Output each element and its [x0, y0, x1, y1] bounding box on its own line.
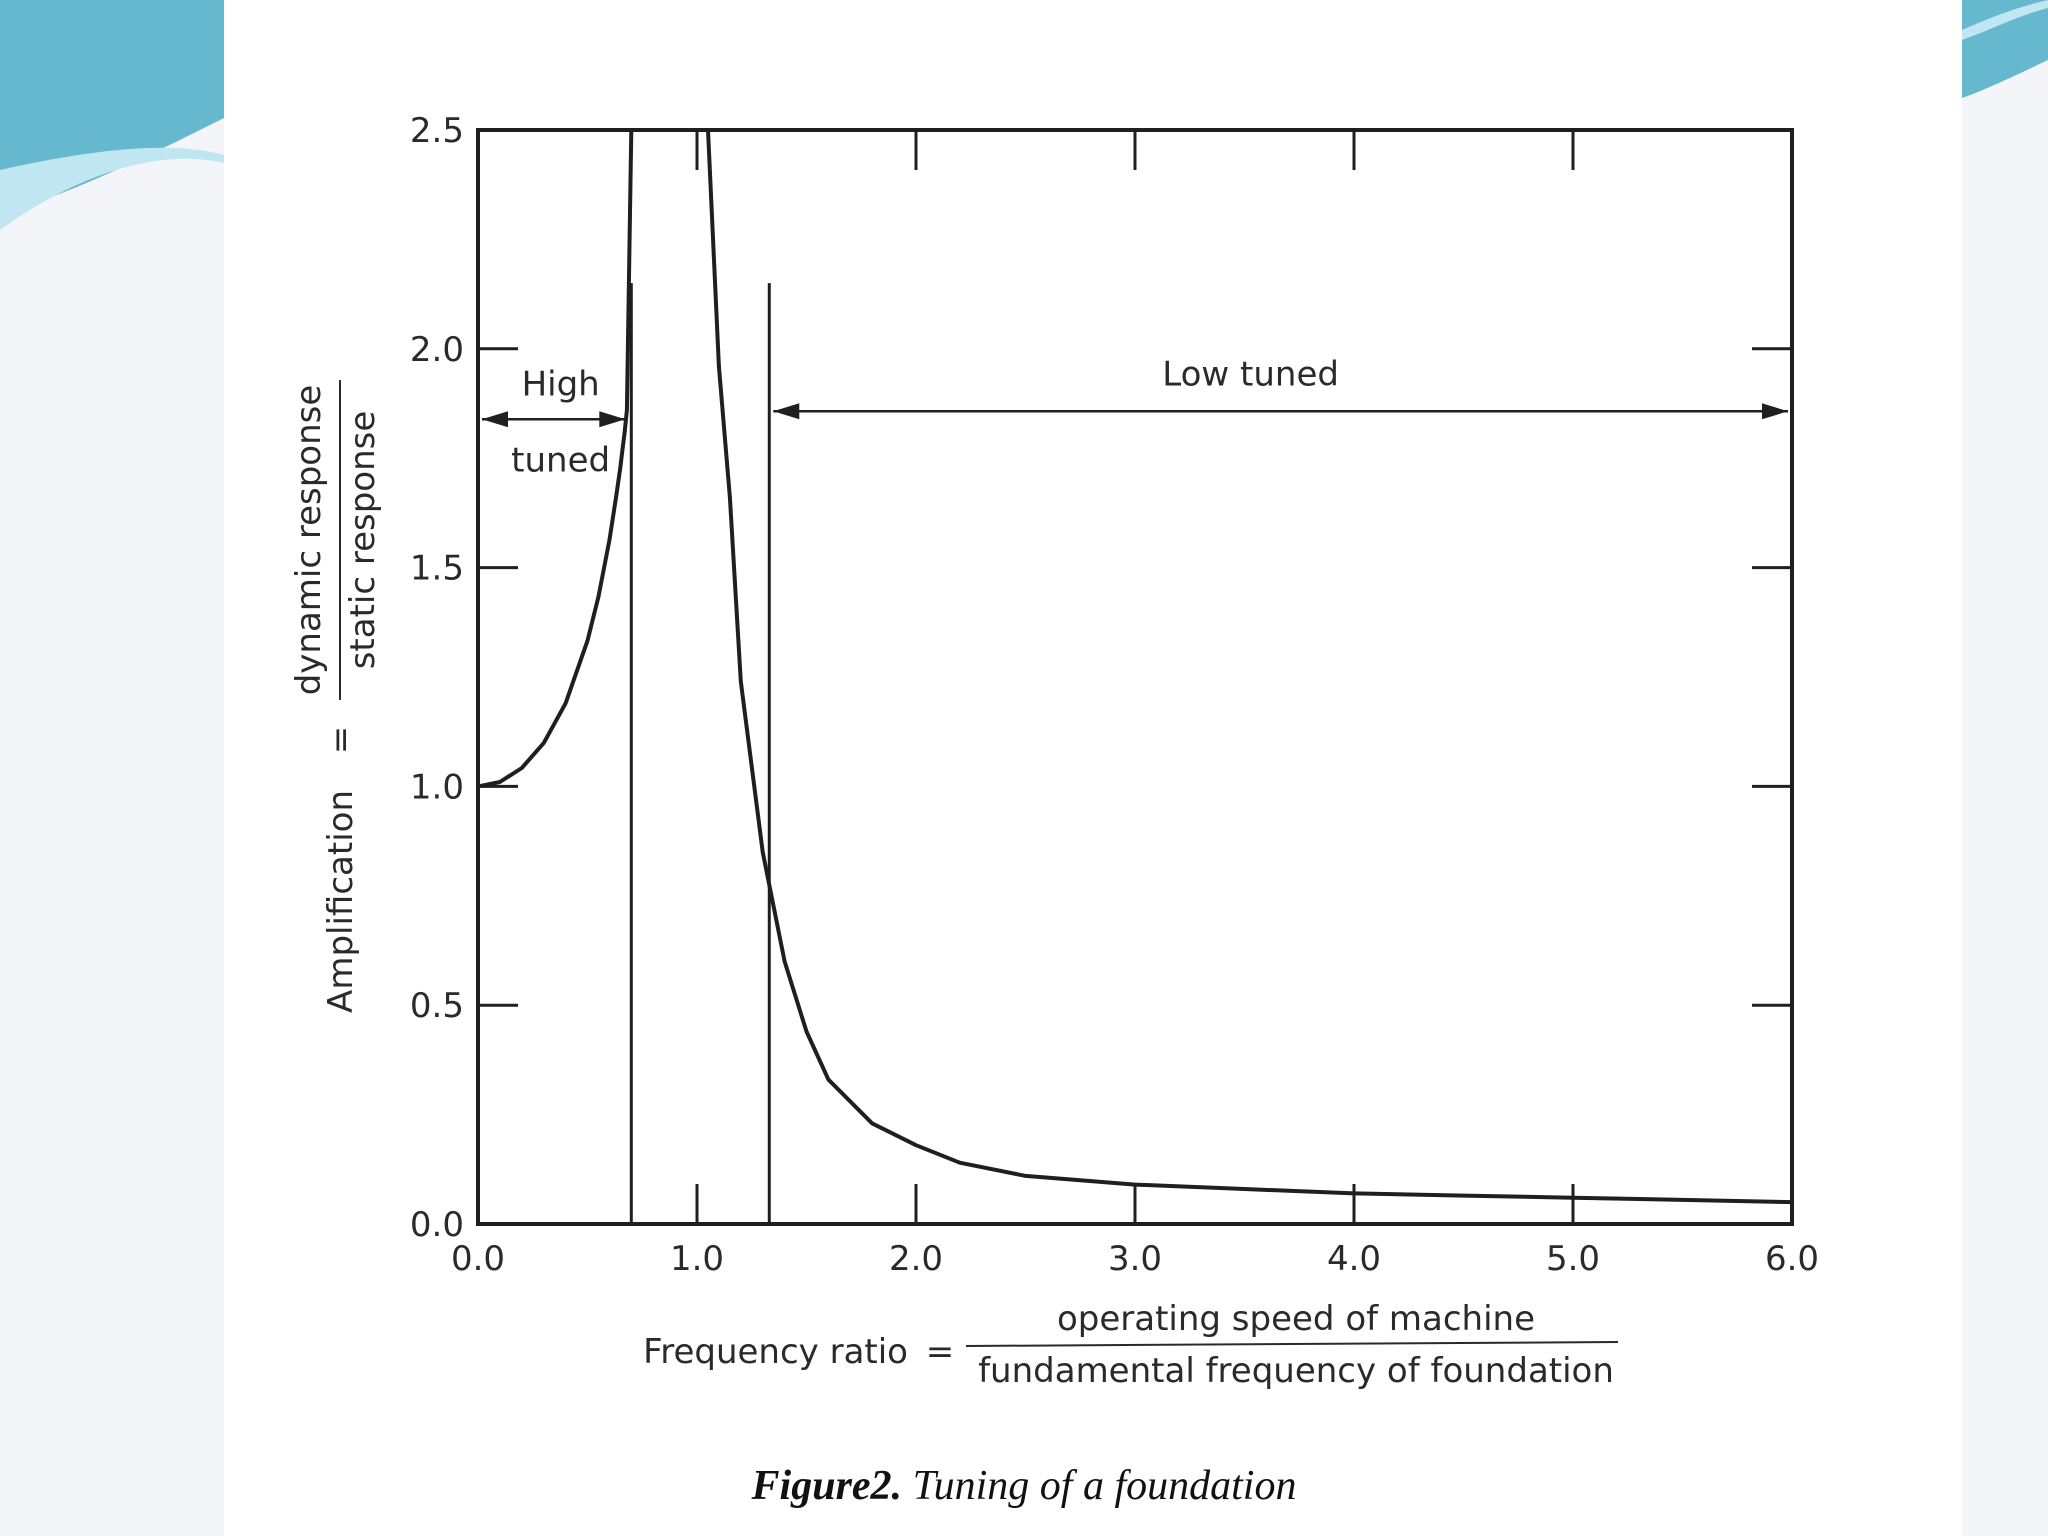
y-tick-label: 1.5	[410, 549, 464, 589]
x-axis-label: Frequency ratio	[643, 1332, 908, 1372]
top-right-swoosh-highlight	[1962, 0, 2048, 40]
x-axis-title: Frequency ratio = operating speed of mac…	[643, 1299, 1619, 1391]
data-series	[477, 129, 1793, 1205]
high-tuned-label-line1: High	[522, 364, 600, 404]
y-tick-label: 0.5	[410, 986, 464, 1026]
y-axis-denominator: static response	[343, 411, 383, 670]
x-tick-label: 2.0	[889, 1239, 943, 1279]
x-tick-labels: 0.0 1.0 2.0 3.0 4.0 5.0 6.0	[451, 1239, 1819, 1279]
y-tick-label: 2.5	[410, 111, 464, 151]
tuning-regions: High tuned Low tuned	[482, 354, 1788, 480]
high-tuned-arrow-head-left	[482, 411, 508, 428]
y-axis-equals: =	[321, 726, 361, 755]
x-tick-label: 6.0	[1765, 1239, 1819, 1279]
x-tick-label: 4.0	[1327, 1239, 1381, 1279]
top-left-swoosh-highlight	[0, 147, 224, 230]
figure-panel	[224, 0, 1962, 1536]
y-axis-numerator: dynamic response	[289, 385, 329, 696]
low-tuned-arrow-head-right	[1762, 403, 1788, 420]
axis-ticks	[478, 130, 1792, 1224]
x-axis-fraction-bar	[965, 1341, 1619, 1347]
x-tick-label: 3.0	[1108, 1239, 1162, 1279]
high-tuned-label-line2: tuned	[511, 440, 610, 480]
x-tick-label: 5.0	[1546, 1239, 1600, 1279]
high-tuned-arrow-head-right	[599, 411, 626, 428]
caption-text: Tuning of a foundation	[912, 1463, 1297, 1509]
x-axis-equals: =	[926, 1332, 955, 1372]
x-tick-label: 1.0	[670, 1239, 724, 1279]
curve-low-tuned-branch	[706, 129, 1793, 1205]
y-tick-label: 0.0	[410, 1205, 464, 1245]
plot-border	[476, 128, 1794, 1226]
y-axis-title: Amplification = dynamic response static …	[289, 380, 383, 1013]
x-axis-numerator: operating speed of machine	[1057, 1299, 1535, 1339]
tuning-boundaries	[629, 283, 771, 1224]
x-axis-denominator: fundamental frequency of foundation	[978, 1351, 1614, 1391]
y-tick-labels: 0.0 0.5 1.0 1.5 2.0 2.5	[410, 111, 464, 1245]
y-tick-label: 1.0	[410, 767, 464, 807]
x-tick-label: 0.0	[451, 1239, 505, 1279]
low-tuned-label: Low tuned	[1162, 354, 1339, 394]
plot-frame	[476, 128, 1794, 1226]
low-tuned-arrow-head-left	[773, 403, 800, 420]
caption-label: Figure2.	[751, 1463, 903, 1509]
y-axis-label: Amplification	[321, 790, 361, 1013]
y-tick-label: 2.0	[410, 330, 464, 370]
figure-caption: Figure2. Tuning of a foundation	[0, 1462, 2048, 1510]
curve-high-tuned-branch	[477, 129, 634, 789]
